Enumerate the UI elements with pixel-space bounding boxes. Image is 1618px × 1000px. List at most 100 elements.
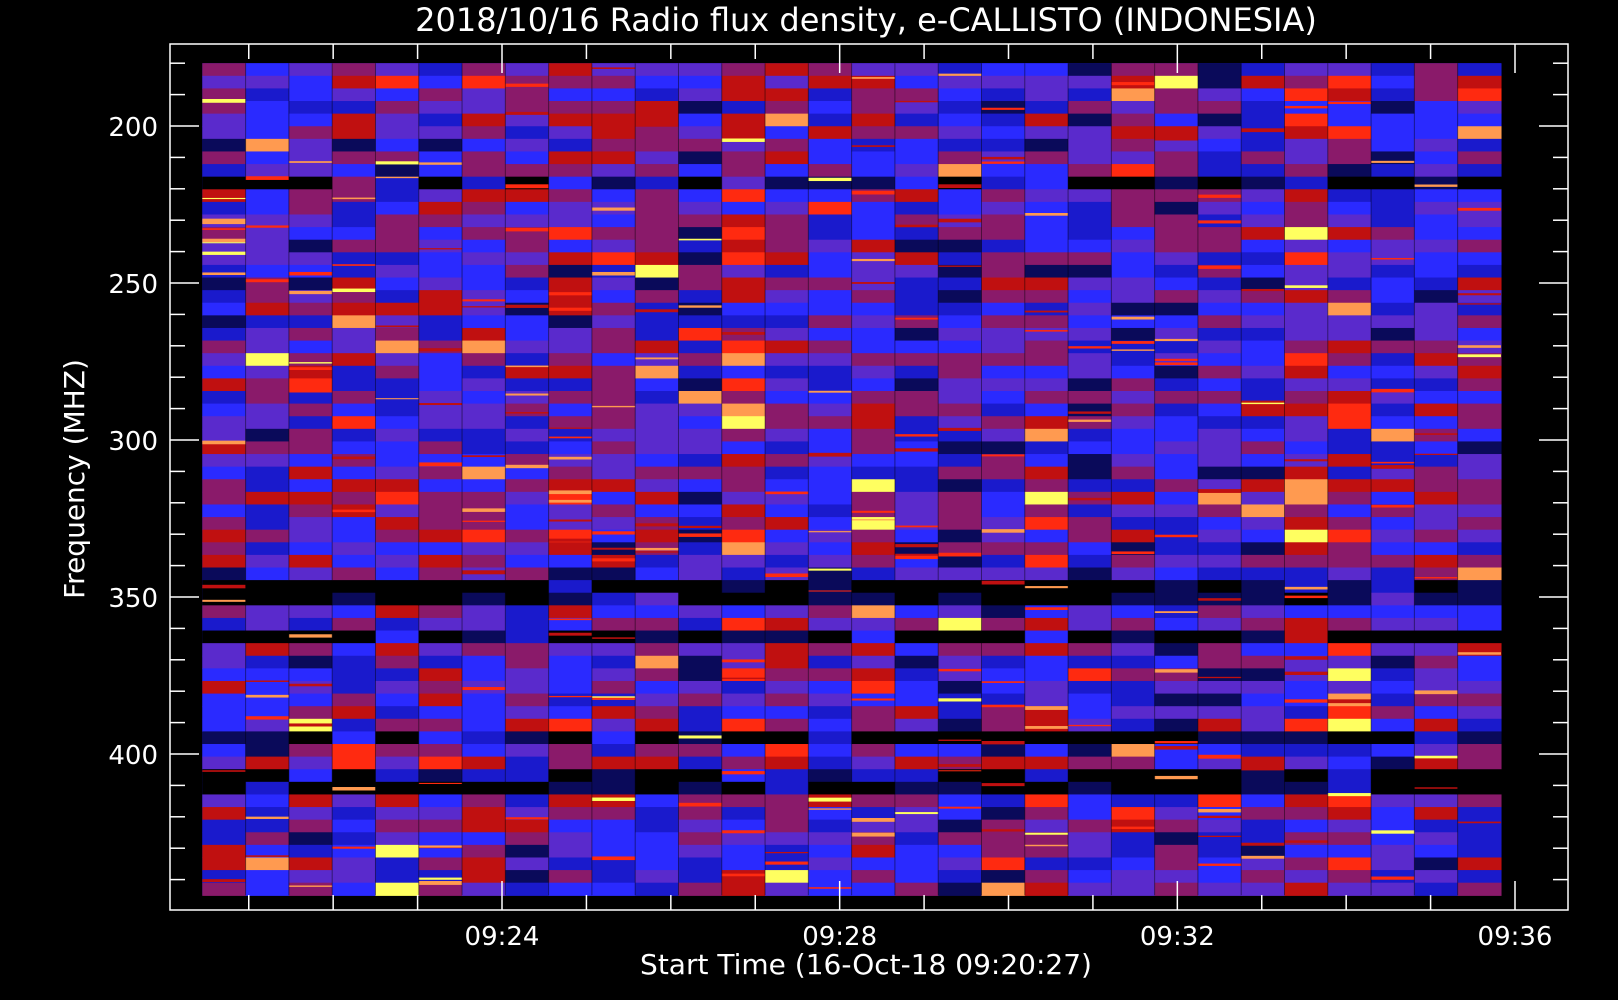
heatmap-cell <box>202 567 247 581</box>
heatmap-cell <box>678 466 723 480</box>
heatmap-cell <box>1371 605 1415 619</box>
heatmap-cell <box>418 353 463 367</box>
heatmap-cell <box>1371 164 1415 178</box>
heatmap-cell <box>894 302 939 316</box>
heatmap-cell <box>938 201 983 216</box>
heatmap-streak <box>1197 835 1242 838</box>
heatmap-cell <box>981 101 1026 115</box>
heatmap-cell <box>548 857 593 871</box>
heatmap-cell <box>1327 176 1372 190</box>
heatmap-cell <box>1284 680 1329 695</box>
heatmap-cell <box>418 214 463 228</box>
heatmap-cell <box>505 327 550 342</box>
heatmap-cell <box>981 353 1026 367</box>
heatmap-cell <box>1284 517 1329 531</box>
heatmap-cell <box>635 63 680 77</box>
heatmap-cell <box>1284 214 1329 228</box>
heatmap-cell <box>462 176 506 190</box>
heatmap-cell <box>202 718 247 732</box>
heatmap-streak <box>418 162 463 165</box>
heatmap-cell <box>851 302 896 316</box>
heatmap-cell <box>505 214 550 228</box>
x-tick-label: 09:28 <box>802 922 877 952</box>
heatmap-cell <box>678 844 723 859</box>
heatmap-cell <box>765 113 809 127</box>
heatmap-cell <box>981 605 1026 619</box>
heatmap-cell <box>938 517 983 531</box>
heatmap-cell <box>1371 466 1415 480</box>
heatmap-cell <box>678 428 723 443</box>
heatmap-cell <box>548 227 593 241</box>
heatmap-cell <box>1327 819 1372 833</box>
heatmap-cell <box>765 353 809 367</box>
heatmap-cell <box>591 302 636 316</box>
heatmap-cell <box>1414 353 1459 367</box>
heatmap-cell <box>678 680 723 695</box>
heatmap-cell <box>1111 693 1156 707</box>
heatmap-cell <box>591 126 636 140</box>
heatmap-seam <box>1024 63 1026 896</box>
heatmap-cell <box>505 731 550 745</box>
heatmap-cell <box>505 454 550 468</box>
heatmap-cell <box>591 428 636 443</box>
heatmap-cell <box>1457 529 1502 543</box>
heatmap-seam <box>461 63 463 896</box>
heatmap-cell <box>245 151 290 165</box>
heatmap-cell <box>678 491 723 506</box>
heatmap-streak <box>894 448 939 452</box>
heatmap-cell <box>1327 769 1372 783</box>
heatmap-cell <box>288 88 333 102</box>
heatmap-cell <box>1241 353 1286 367</box>
heatmap-cell <box>1241 378 1286 392</box>
heatmap-cell <box>1154 138 1199 153</box>
heatmap-cell <box>635 138 680 153</box>
heatmap-cell <box>808 164 853 178</box>
heatmap-cell <box>288 844 333 859</box>
heatmap-cell <box>548 126 593 140</box>
heatmap-cell <box>245 668 290 682</box>
heatmap-streak <box>375 398 419 400</box>
heatmap-cell <box>462 454 506 468</box>
heatmap-cell <box>938 756 983 770</box>
heatmap-cell <box>635 882 680 896</box>
heatmap-streak <box>1457 293 1501 296</box>
heatmap-streak <box>1414 453 1458 455</box>
heatmap-cell <box>1154 706 1199 720</box>
heatmap-cell <box>591 832 636 846</box>
heatmap-cell <box>1457 844 1502 859</box>
heatmap-cell <box>418 643 463 657</box>
heatmap-streak <box>981 156 1025 160</box>
heatmap-streak <box>1024 586 1069 589</box>
heatmap-cell <box>418 756 463 770</box>
heatmap-cell <box>938 403 983 417</box>
heatmap-cell <box>1284 138 1329 153</box>
heatmap-cell <box>548 844 593 859</box>
heatmap-cell <box>635 201 680 216</box>
heatmap-cell <box>1154 832 1199 846</box>
heatmap-cell <box>1111 882 1156 896</box>
heatmap-streak <box>1068 346 1112 349</box>
heatmap-cell <box>462 643 506 657</box>
heatmap-cell <box>591 655 636 669</box>
heatmap-cell <box>721 479 766 493</box>
heatmap-cell <box>938 189 983 203</box>
heatmap-cell <box>332 882 377 896</box>
heatmap-cell <box>462 189 506 203</box>
heatmap-cell <box>202 378 247 392</box>
heatmap-cell <box>808 517 853 531</box>
heatmap-cell <box>765 643 809 657</box>
heatmap-cell <box>418 176 463 190</box>
heatmap-streak <box>1197 489 1242 493</box>
heatmap-cell <box>1327 580 1372 594</box>
heatmap-cell <box>288 63 333 77</box>
heatmap-cell <box>678 290 723 304</box>
heatmap-cell <box>591 441 636 455</box>
heatmap-cell <box>375 315 420 329</box>
heatmap-cell <box>505 391 550 405</box>
heatmap-cell <box>591 88 636 102</box>
heatmap-cell <box>375 201 420 216</box>
heatmap-streak <box>591 856 636 861</box>
heatmap-seam <box>1240 63 1242 896</box>
heatmap-cell <box>765 668 809 682</box>
heatmap-cell <box>721 428 766 443</box>
